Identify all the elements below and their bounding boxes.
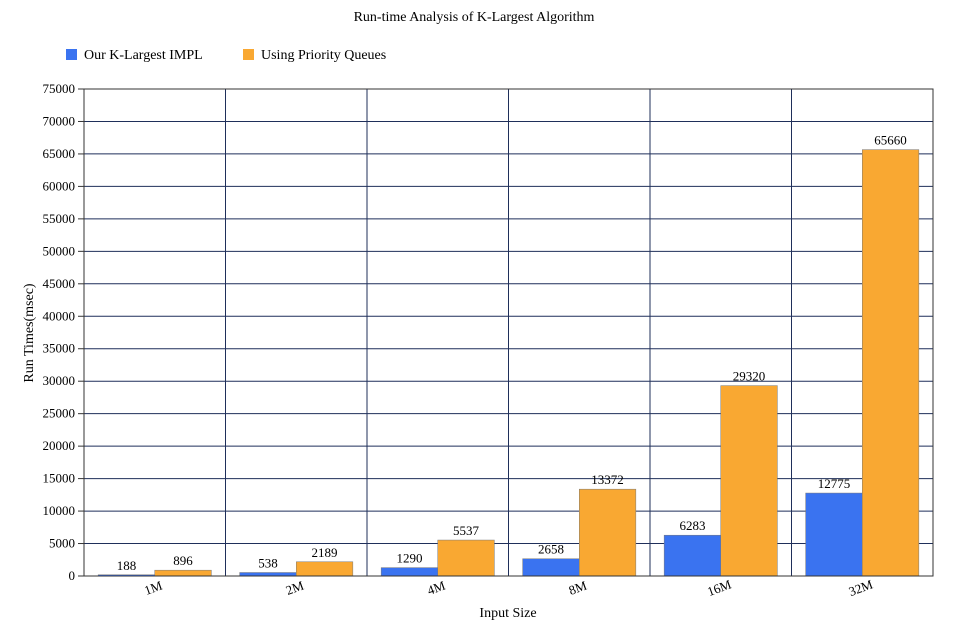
data-label: 6283	[679, 518, 705, 533]
legend: Our K-Largest IMPL Using Priority Queues	[66, 48, 386, 63]
data-label: 896	[173, 553, 193, 568]
x-axis-title: Input Size	[479, 606, 536, 621]
y-tick-label: 35000	[43, 341, 76, 356]
x-tick-label: 8M	[567, 577, 590, 597]
data-label: 2189	[312, 545, 338, 560]
data-label: 2658	[538, 542, 564, 557]
grid	[84, 88, 933, 576]
y-tick-label: 5000	[49, 536, 75, 551]
legend-label-series-2: Using Priority Queues	[261, 48, 386, 63]
y-tick-label: 70000	[43, 113, 76, 128]
bars	[97, 149, 920, 577]
data-label: 5537	[453, 523, 480, 538]
bar-1	[380, 567, 438, 577]
bar-2	[862, 149, 920, 577]
x-tick-label: 2M	[284, 577, 307, 597]
y-tick-label: 55000	[43, 211, 76, 226]
y-tick-label: 45000	[43, 276, 76, 291]
bar-1	[663, 534, 722, 577]
plot-area-border	[83, 88, 934, 577]
data-label: 13372	[591, 472, 624, 487]
data-label: 1290	[396, 551, 422, 566]
x-tick-label: 16M	[705, 576, 734, 599]
x-tick-label: 32M	[847, 576, 876, 599]
bar-1	[522, 558, 580, 577]
legend-swatch-series-1	[66, 49, 77, 60]
x-tick-label: 4M	[425, 577, 448, 597]
data-labels: 188 896 538 2189 1290 5537 2658 13372 6283 29320 1…	[117, 133, 907, 573]
bar-1	[239, 572, 297, 577]
y-axis-title: Run Times(msec)	[22, 283, 37, 383]
bar-2	[296, 561, 354, 577]
bar-1	[805, 492, 863, 577]
data-label: 188	[117, 558, 137, 573]
x-tick-label: 1M	[142, 577, 165, 597]
y-tick-label: 75000	[43, 81, 76, 96]
x-axis-ticks: 1M 2M 4M 8M 16M 32M	[142, 576, 875, 599]
legend-label-series-1: Our K-Largest IMPL	[84, 48, 203, 63]
chart-title: Run-time Analysis of K-Largest Algorithm	[354, 10, 595, 25]
data-label: 538	[258, 556, 278, 571]
y-tick-label: 60000	[43, 178, 76, 193]
y-tick-label: 40000	[43, 308, 76, 323]
bar-2	[720, 385, 778, 577]
legend-swatch-series-2	[243, 49, 254, 60]
y-tick-label: 0	[69, 568, 76, 583]
y-tick-label: 65000	[43, 146, 76, 161]
y-tick-label: 10000	[43, 503, 76, 518]
bar-2	[437, 539, 495, 577]
y-tick-label: 20000	[43, 438, 76, 453]
data-label: 29320	[733, 369, 766, 384]
bar-2	[579, 488, 637, 577]
bar-2	[154, 569, 212, 577]
y-tick-label: 30000	[43, 373, 76, 388]
data-label: 65660	[874, 133, 907, 148]
y-tick-label: 15000	[43, 471, 76, 486]
y-tick-label: 50000	[43, 243, 76, 258]
y-axis-ticks: 0 5000 10000 15000 20000 25000 30000 35000 40000…	[43, 81, 84, 583]
data-label: 12775	[818, 476, 851, 491]
y-tick-label: 25000	[43, 406, 76, 421]
